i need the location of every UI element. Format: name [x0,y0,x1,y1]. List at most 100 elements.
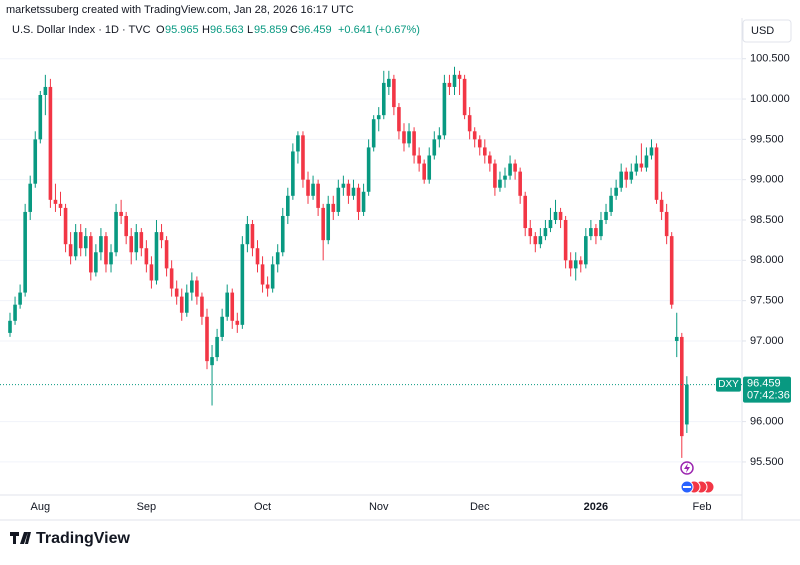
legend-key: H [202,24,210,36]
price-label: 96.459 [747,378,781,390]
candle-body [139,232,144,249]
x-tick-label: Aug [31,501,51,513]
candle-body [190,280,194,293]
y-tick-label: 95.500 [750,456,784,468]
logo: TradingView [10,530,131,547]
candle-body [422,163,426,180]
candle-body [573,260,578,269]
candle-body [498,179,502,188]
candle-body [184,292,189,313]
y-tick-label: 99.000 [750,174,784,186]
candle-body [78,232,83,249]
attribution: marketssuberg created with TradingView.c… [6,4,354,16]
candle-body [73,232,78,257]
legend-key: L [247,24,253,36]
candle-body [341,183,346,188]
y-tick-label: 96.000 [750,416,784,428]
candle-body [179,296,184,313]
candle-body [412,131,416,156]
candle-body [674,336,679,341]
candle-body [351,187,356,196]
candle-body [659,199,664,212]
legend-open: 95.965 [165,24,199,36]
candle-body [225,292,229,317]
candle-body [472,131,477,140]
candle-body [402,131,406,144]
candle-body [669,236,674,305]
event-icon-glyph [684,463,690,473]
candle-body [200,296,204,317]
x-tick-label: Feb [693,501,712,513]
candle-body [376,115,381,120]
candle-body [109,252,113,265]
x-tick-label: Sep [137,501,157,513]
countdown-label: 07:42:36 [747,390,790,402]
candle-body [604,211,608,220]
candle-body [154,232,159,281]
candle-body [13,304,17,321]
candle-body [523,195,528,229]
logo-mark [10,532,31,544]
candle-body [639,163,644,168]
candle-body [286,195,290,216]
candle-body [124,215,128,237]
candle-body [8,320,12,333]
currency-box[interactable] [742,19,792,43]
candle-body [230,292,235,321]
candle-body [528,228,533,237]
candle-body [255,248,260,265]
candle-body [614,187,618,196]
candle-body [397,107,401,132]
candle-body [488,155,492,164]
candle-body [477,139,482,148]
candle-body [149,264,154,281]
candle-body [63,207,68,245]
candle-body [599,220,603,237]
candle-body [215,336,219,358]
candle-body [679,336,684,437]
candle-body [356,187,361,212]
candle-body [275,252,280,265]
candle-body [48,86,53,200]
candle-body [331,203,336,212]
y-tick-label: 99.500 [750,133,784,145]
currency: USD [751,25,774,37]
candle-body [361,191,366,212]
candle-body [619,171,623,188]
y-tick-label: 98.000 [750,254,784,266]
candle-body [447,82,452,87]
y-tick-label: 97.500 [750,295,784,307]
candle-body [392,78,396,108]
candle-body [589,228,593,237]
candle-body [265,284,270,289]
candle-body [260,264,265,285]
candle-body [169,268,174,289]
candle-body [240,244,245,325]
candle-body [23,211,27,293]
logo-text: TradingView [36,530,131,547]
candle-body [629,171,634,180]
candle-body [28,183,33,212]
candle-body [250,224,255,249]
candle-body [195,280,199,297]
candle-body [296,135,300,152]
candle-body [548,220,553,229]
candle-body [280,215,285,253]
candle-body [119,211,123,216]
candle-body [58,203,63,208]
candle-body [381,82,386,116]
candle-body [462,78,467,116]
legend-key: O [156,24,165,36]
y-tick-label: 98.500 [750,214,784,226]
candle-body [89,236,93,273]
candle-body [644,155,649,168]
candle-body [18,292,22,305]
price-label-box [743,376,791,403]
candle-body [452,74,457,87]
candle-body [129,236,134,253]
candle-body [245,224,250,245]
candle-body [594,228,598,237]
legend-close: 96.459 [298,24,332,36]
candle-body [53,199,58,204]
candle-body [144,248,149,265]
